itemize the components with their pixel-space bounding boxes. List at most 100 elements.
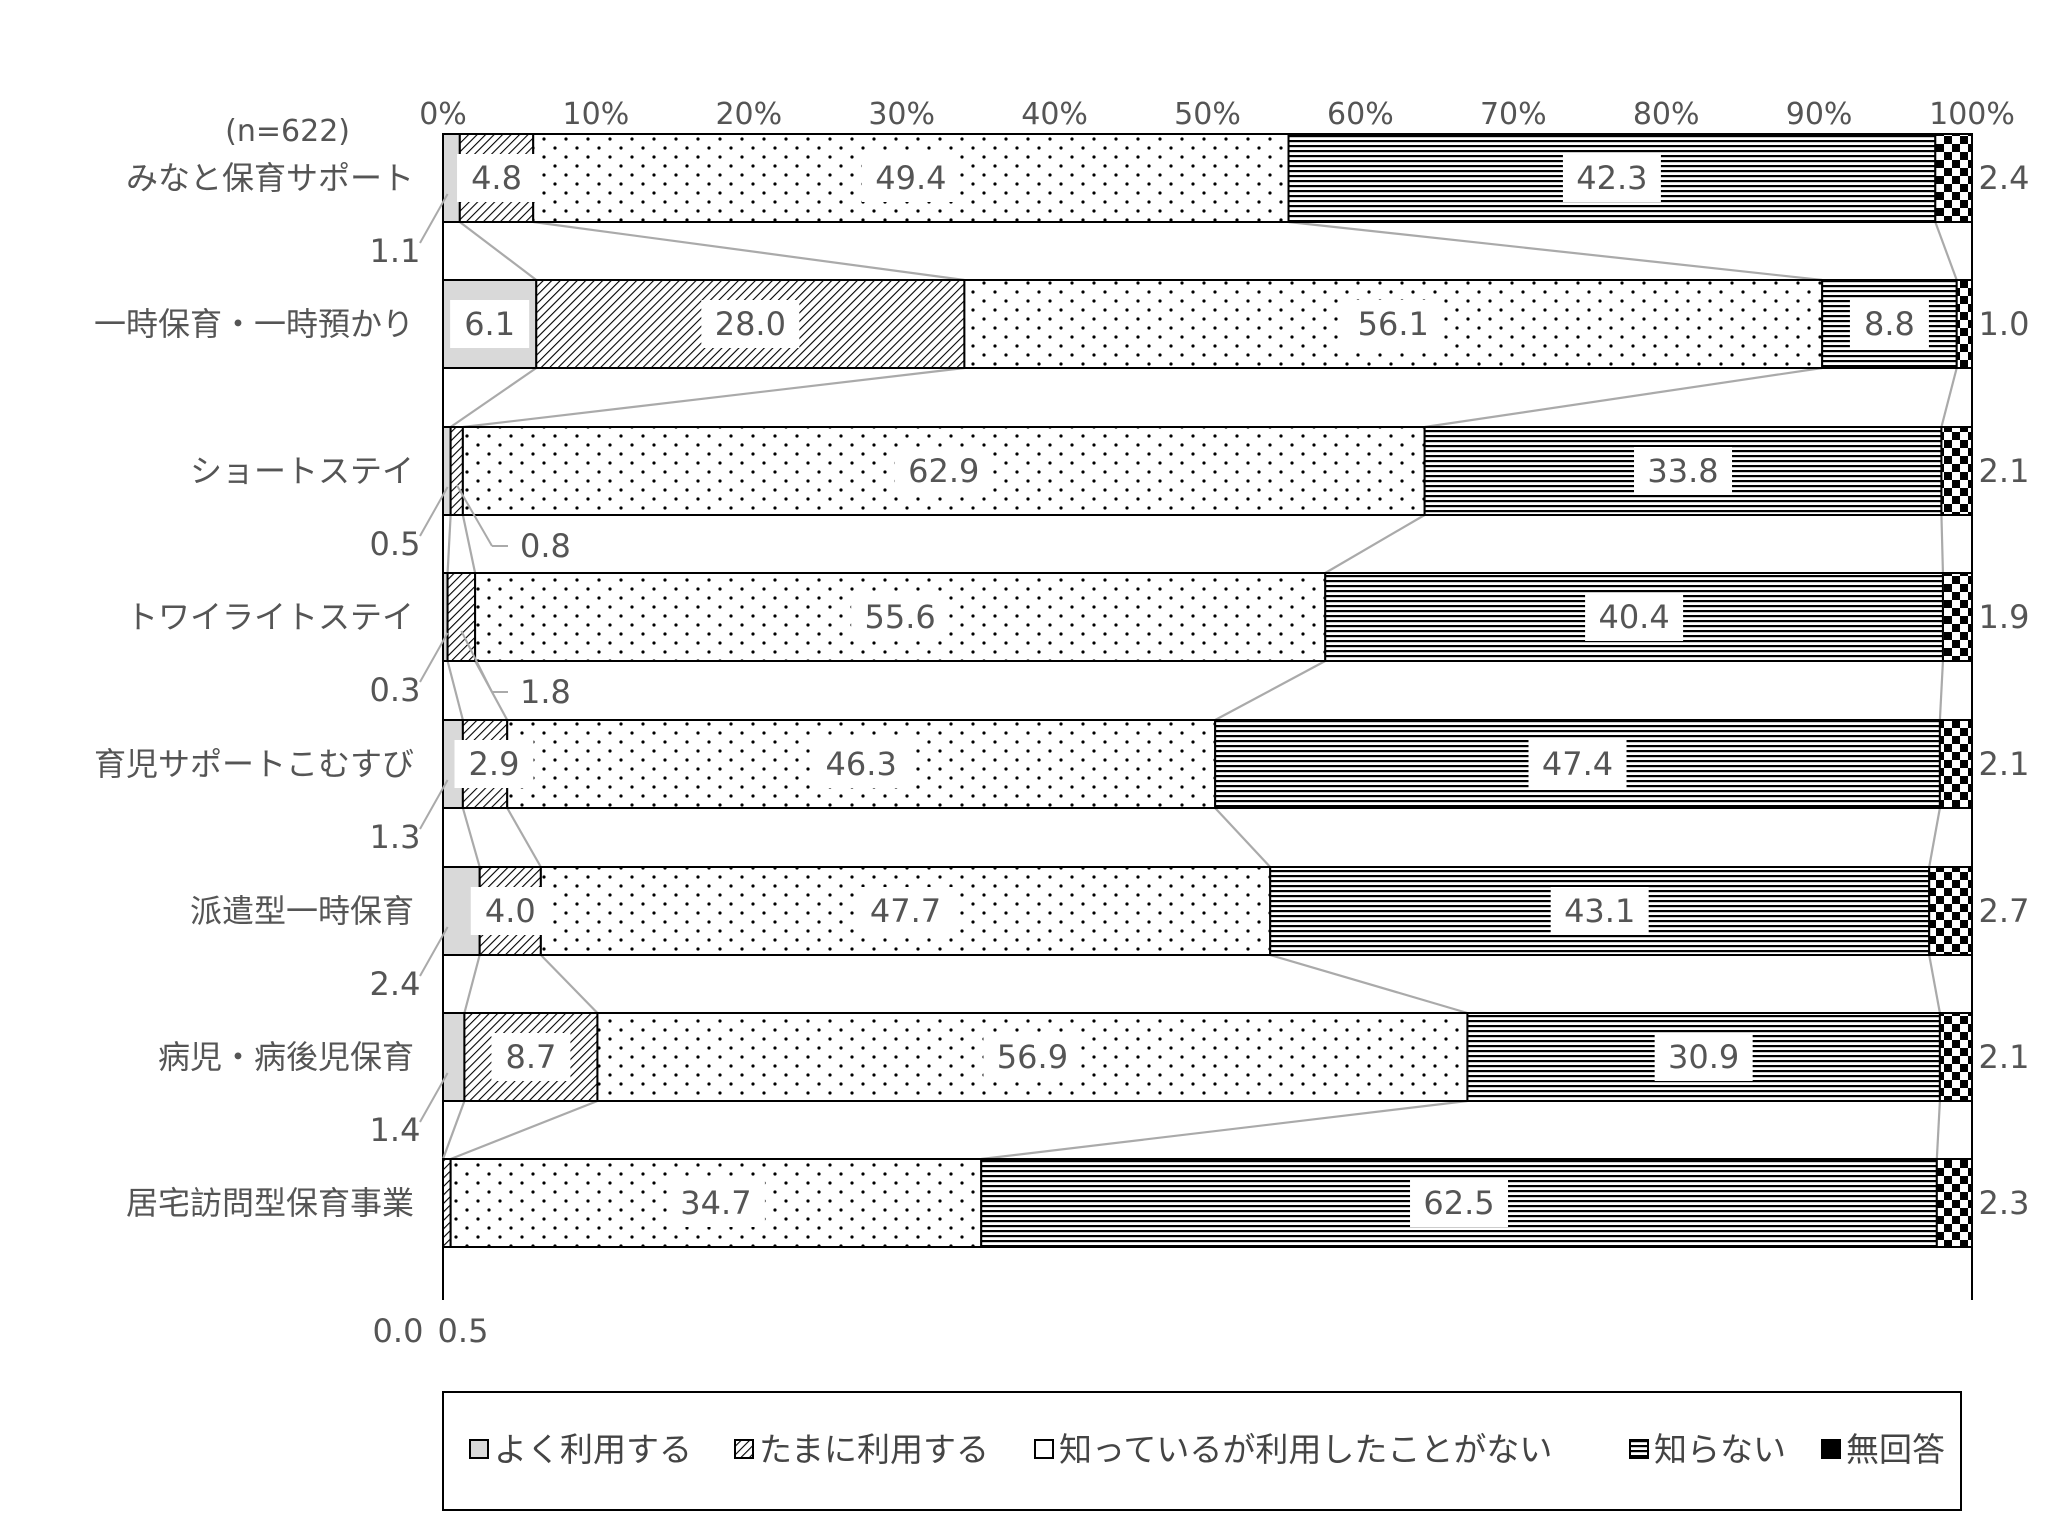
value-label-unknown-bg	[1585, 593, 1684, 641]
connector-line	[1928, 807, 1941, 868]
value-label-known-unused-bg	[812, 740, 911, 788]
value-label-unknown-bg	[1634, 447, 1733, 495]
value-label-sometimes: 0.8	[520, 527, 571, 565]
value-label-often: 1.1	[370, 232, 421, 270]
x-tick-label: 10%	[563, 97, 630, 132]
x-tick-label: 20%	[715, 97, 782, 132]
x-axis: 0% 10% 20% 30% 40% 50% 60% 70% 80% 90% 100%	[419, 97, 2015, 1300]
value-label-sometimes: 8.7	[505, 1038, 556, 1076]
value-label-unknown-bg	[1654, 1033, 1753, 1081]
connector-line	[446, 514, 452, 574]
leader-line	[455, 484, 493, 547]
legend-label-no-answer: 無回答	[1846, 1430, 1945, 1469]
value-label-unknown-bg	[1410, 1179, 1509, 1227]
connector-line	[1424, 366, 1823, 429]
value-label-sometimes: 4.0	[485, 892, 536, 930]
value-label-known-unused: 56.9	[997, 1038, 1068, 1076]
legend-label-unknown: 知らない	[1654, 1430, 1786, 1469]
bar-no-answer	[1938, 1012, 1973, 1102]
value-label-unknown: 42.3	[1576, 159, 1647, 197]
value-label-unknown: 33.8	[1647, 452, 1718, 490]
connector-line	[1214, 807, 1271, 868]
category-label: 病児・病後児保育	[158, 1038, 414, 1076]
value-label-often: 0.3	[370, 671, 421, 709]
value-label-unknown: 40.4	[1598, 598, 1669, 636]
value-label-no-answer: 2.1	[1979, 452, 2030, 490]
value-label-known-unused-bg	[856, 887, 955, 935]
x-tick-label: 30%	[868, 97, 935, 132]
connector-line	[461, 807, 481, 868]
value-label-often: 1.3	[370, 818, 421, 856]
connector-line	[1934, 221, 1958, 281]
value-label-no-answer: 2.7	[1979, 892, 2030, 930]
bar-no-answer	[1955, 279, 1973, 369]
connector-line	[1288, 220, 1823, 282]
category-label: ショートステイ	[190, 452, 414, 490]
x-tick-label: 50%	[1174, 97, 1241, 132]
connector-line	[1940, 514, 1945, 574]
bar-often	[442, 426, 452, 516]
x-tick-label: 40%	[1021, 97, 1088, 132]
value-label-often: 0.5	[370, 525, 421, 563]
legend-swatch-often	[469, 1439, 489, 1459]
category-label: トワイライトステイ	[126, 598, 414, 636]
connector-line	[450, 1099, 598, 1161]
connector-line	[506, 807, 542, 868]
leader-line	[419, 486, 449, 537]
legend: よく利用する たまに利用する 知っているが利用したことがない 知らない 無回答	[442, 1391, 1962, 1511]
connector-line	[462, 366, 965, 429]
value-label-sometimes-bg	[457, 154, 537, 202]
value-label-known-unused: 56.1	[1358, 305, 1429, 343]
category-label: みなと保育サポート	[126, 159, 414, 197]
value-label-known-unused: 55.6	[865, 598, 936, 636]
leader-line	[419, 926, 449, 977]
connector-line	[1214, 660, 1326, 721]
value-label-known-unused-bg	[666, 1179, 765, 1227]
value-label-unknown-bg	[1550, 887, 1649, 935]
value-label-unknown: 47.4	[1542, 745, 1613, 783]
value-label-unknown: 30.9	[1668, 1038, 1739, 1076]
category-label: 派遣型一時保育	[190, 892, 414, 930]
connector-line	[1940, 367, 1958, 428]
bar-no-answer	[1934, 133, 1973, 223]
legend-swatch-unknown	[1629, 1439, 1649, 1459]
bar-sometimes	[446, 572, 477, 662]
value-label-unknown-bg	[1562, 154, 1661, 202]
value-label-no-answer: 2.3	[1979, 1184, 2030, 1222]
value-label-sometimes-bg	[454, 740, 534, 788]
value-label-often: 6.1	[464, 305, 515, 343]
legend-frame	[442, 1391, 1962, 1511]
leader-line	[419, 779, 449, 830]
sample-size-note: (n=622)	[225, 114, 350, 149]
bar-no-answer	[1941, 572, 1973, 662]
connector-line	[981, 1099, 1468, 1161]
value-label-unknown: 43.1	[1564, 892, 1635, 930]
bar-often	[442, 1012, 466, 1102]
value-label-known-unused: 47.7	[870, 892, 941, 930]
value-label-sometimes: 28.0	[715, 305, 786, 343]
value-label-known-unused: 62.9	[908, 452, 979, 490]
connector-line	[1938, 660, 1945, 721]
value-label-often: 0.0	[373, 1312, 424, 1350]
value-label-unknown-bg	[1849, 300, 1929, 348]
leader-line	[419, 193, 449, 244]
connector-line	[441, 1100, 466, 1160]
value-label-often: 2.4	[370, 965, 421, 1003]
connector-line	[540, 954, 599, 1014]
value-label-known-unused-bg	[1344, 300, 1443, 348]
value-label-known-unused: 46.3	[826, 745, 897, 783]
x-tick-label: 80%	[1633, 97, 1700, 132]
value-label-sometimes: 1.8	[520, 673, 571, 711]
bar-no-answer	[1940, 426, 1974, 516]
bar-no-answer	[1928, 866, 1973, 956]
value-label-no-answer: 1.9	[1979, 598, 2030, 636]
value-label-no-answer: 1.0	[1979, 305, 2030, 343]
leader-line	[460, 630, 493, 693]
value-label-known-unused: 34.7	[680, 1184, 751, 1222]
connector-line	[461, 514, 477, 574]
x-tick-label: 60%	[1327, 97, 1394, 132]
leader-line	[419, 632, 449, 683]
connector-line	[459, 221, 537, 281]
category-labels: みなと保育サポート一時保育・一時預かりショートステイトワイライトステイ育児サポー…	[94, 159, 414, 1222]
